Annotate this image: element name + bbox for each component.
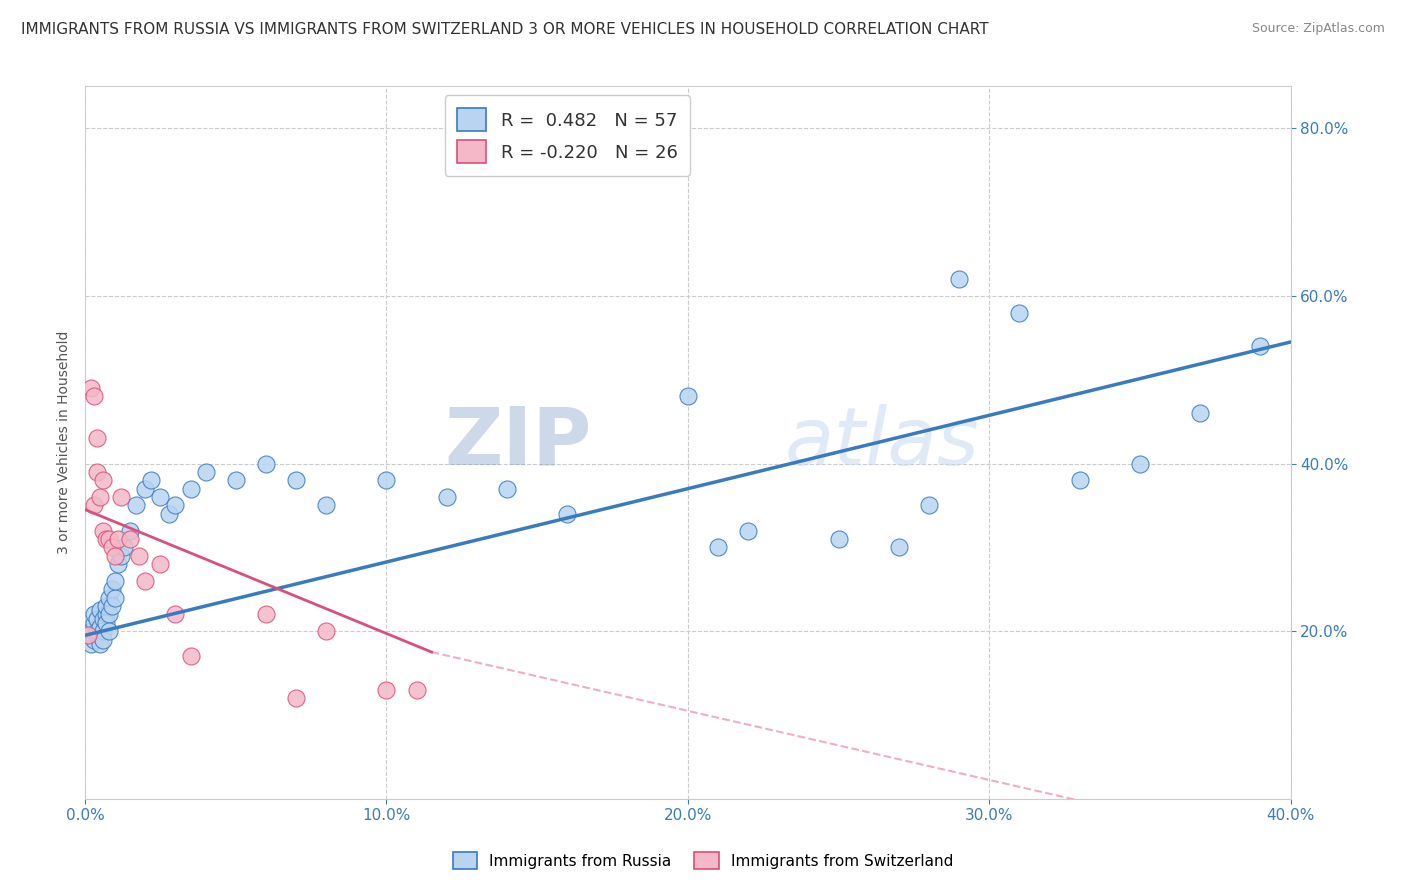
Point [948, 272, 970, 286]
Point [91, 611, 114, 625]
Point [141, 473, 163, 487]
Point [91, 624, 114, 639]
Point [104, 591, 127, 605]
Point [1129, 457, 1152, 471]
Point [91, 473, 114, 487]
Point [80, 624, 103, 639]
Point [887, 541, 910, 555]
Point [707, 541, 730, 555]
Point [101, 541, 124, 555]
Point [149, 557, 172, 571]
Point [89, 620, 111, 634]
Point [125, 499, 148, 513]
Point [134, 482, 156, 496]
Point [149, 490, 172, 504]
Point [96, 607, 118, 622]
Point [83, 499, 105, 513]
Point [110, 549, 132, 563]
Point [405, 682, 427, 697]
Point [254, 457, 277, 471]
Point [285, 691, 308, 706]
Point [676, 389, 699, 403]
Point [83, 607, 105, 622]
Point [180, 482, 202, 496]
Point [1189, 406, 1212, 420]
Point [89, 490, 111, 504]
Point [89, 637, 111, 651]
Point [225, 473, 247, 487]
Point [254, 607, 277, 622]
Point [315, 499, 337, 513]
Point [918, 499, 941, 513]
Text: ZIP: ZIP [444, 403, 592, 482]
Point [83, 615, 105, 630]
Point [165, 499, 187, 513]
Point [83, 632, 105, 647]
Point [827, 532, 849, 546]
Point [86, 465, 108, 479]
Point [375, 473, 398, 487]
Legend: Immigrants from Russia, Immigrants from Switzerland: Immigrants from Russia, Immigrants from … [447, 846, 959, 875]
Point [165, 607, 187, 622]
Point [98, 607, 121, 622]
Point [104, 574, 127, 588]
Point [96, 615, 118, 630]
Point [107, 532, 129, 546]
Point [80, 381, 103, 395]
Point [80, 637, 103, 651]
Point [436, 490, 458, 504]
Point [555, 507, 578, 521]
Point [96, 599, 118, 613]
Point [1008, 306, 1031, 320]
Point [180, 649, 202, 664]
Point [128, 549, 150, 563]
Point [98, 591, 121, 605]
Point [96, 532, 118, 546]
Point [89, 603, 111, 617]
Point [375, 682, 398, 697]
Point [120, 532, 142, 546]
Point [112, 541, 135, 555]
Point [104, 549, 127, 563]
Point [86, 624, 108, 639]
Point [285, 473, 308, 487]
Point [159, 507, 181, 521]
Text: IMMIGRANTS FROM RUSSIA VS IMMIGRANTS FROM SWITZERLAND 3 OR MORE VEHICLES IN HOUS: IMMIGRANTS FROM RUSSIA VS IMMIGRANTS FRO… [21, 22, 988, 37]
Point [98, 532, 121, 546]
Point [83, 389, 105, 403]
Point [101, 599, 124, 613]
Point [86, 611, 108, 625]
Point [86, 431, 108, 445]
Point [194, 465, 217, 479]
Point [737, 524, 759, 538]
Text: Source: ZipAtlas.com: Source: ZipAtlas.com [1251, 22, 1385, 36]
Point [77, 628, 100, 642]
Point [101, 582, 124, 597]
Point [77, 628, 100, 642]
Point [110, 490, 132, 504]
Point [1069, 473, 1091, 487]
Point [120, 524, 142, 538]
Point [496, 482, 519, 496]
Point [134, 574, 156, 588]
Text: atlas: atlas [785, 403, 979, 482]
Point [98, 624, 121, 639]
Point [91, 632, 114, 647]
Point [91, 524, 114, 538]
Point [315, 624, 337, 639]
Point [1249, 339, 1271, 353]
Point [86, 628, 108, 642]
Y-axis label: 3 or more Vehicles in Household: 3 or more Vehicles in Household [58, 331, 72, 554]
Legend: R =  0.482   N = 57, R = -0.220   N = 26: R = 0.482 N = 57, R = -0.220 N = 26 [444, 95, 690, 176]
Point [107, 557, 129, 571]
